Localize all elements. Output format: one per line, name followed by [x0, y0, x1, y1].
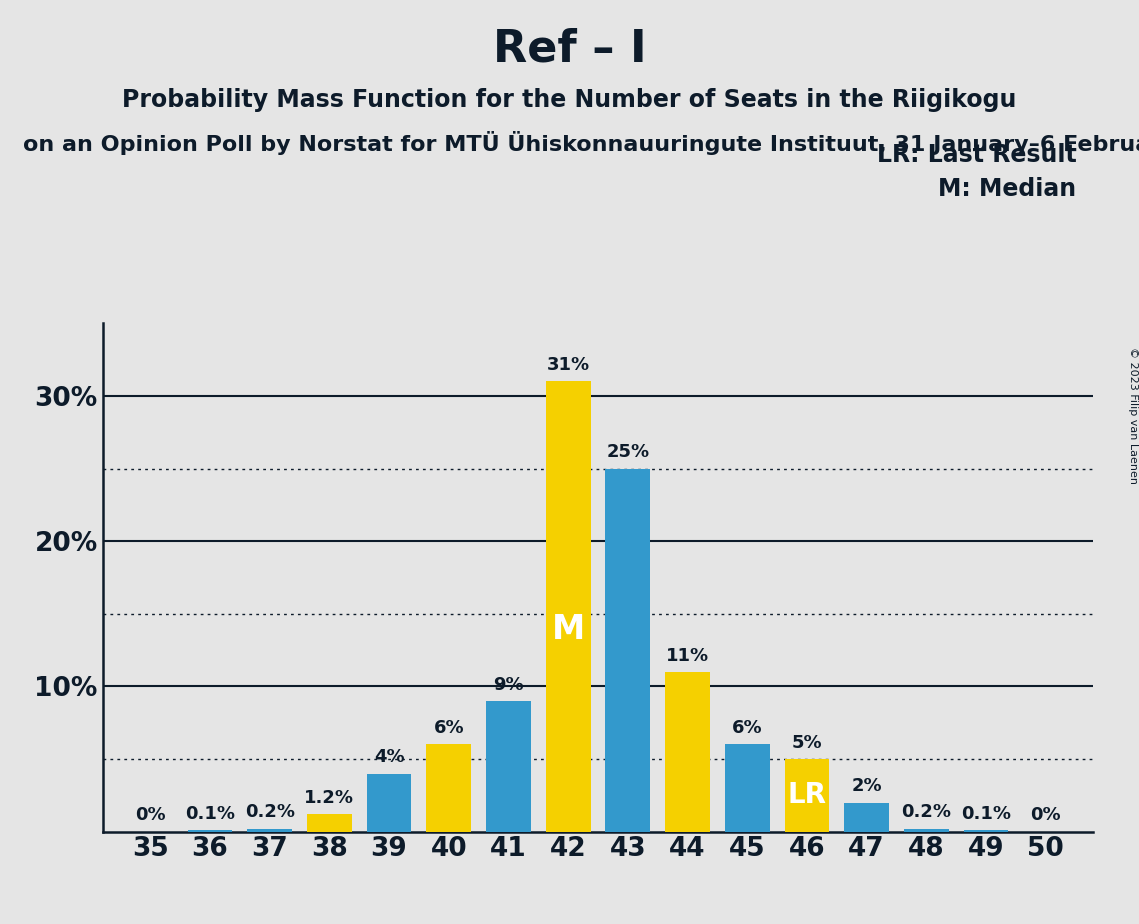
Bar [724, 745, 770, 832]
Text: 5%: 5% [792, 734, 822, 752]
Bar [486, 701, 531, 832]
Text: 9%: 9% [493, 675, 524, 694]
Text: 4%: 4% [374, 748, 404, 766]
Bar [785, 759, 829, 832]
Text: 11%: 11% [666, 647, 710, 664]
Text: Probability Mass Function for the Number of Seats in the Riigikogu: Probability Mass Function for the Number… [122, 88, 1017, 112]
Bar [426, 745, 472, 832]
Bar [546, 382, 590, 832]
Text: 1.2%: 1.2% [304, 789, 354, 807]
Text: 0%: 0% [134, 807, 165, 824]
Bar [247, 829, 292, 832]
Text: 6%: 6% [732, 719, 762, 737]
Text: 0.1%: 0.1% [185, 805, 235, 823]
Bar [606, 468, 650, 832]
Bar [904, 829, 949, 832]
Bar [308, 814, 352, 832]
Bar [188, 830, 232, 832]
Bar [964, 830, 1008, 832]
Bar [844, 803, 888, 832]
Text: 0%: 0% [1031, 807, 1062, 824]
Bar [665, 672, 710, 832]
Text: 25%: 25% [606, 444, 649, 461]
Text: 0.2%: 0.2% [245, 804, 295, 821]
Text: Ref – I: Ref – I [493, 28, 646, 71]
Text: 0.1%: 0.1% [961, 805, 1011, 823]
Text: LR: Last Result: LR: Last Result [877, 143, 1076, 167]
Text: © 2023 Filip van Laenen: © 2023 Filip van Laenen [1129, 347, 1138, 484]
Text: on an Opinion Poll by Norstat for MTÜ Ühiskonnauuringute Instituut, 31 January–6: on an Opinion Poll by Norstat for MTÜ Üh… [23, 131, 1139, 155]
Text: M: M [551, 613, 584, 646]
Text: M: Median: M: Median [939, 177, 1076, 201]
Bar [367, 773, 411, 832]
Text: LR: LR [787, 782, 827, 809]
Text: 2%: 2% [851, 777, 882, 796]
Text: 0.2%: 0.2% [901, 804, 951, 821]
Text: 6%: 6% [434, 719, 464, 737]
Text: 31%: 31% [547, 357, 590, 374]
